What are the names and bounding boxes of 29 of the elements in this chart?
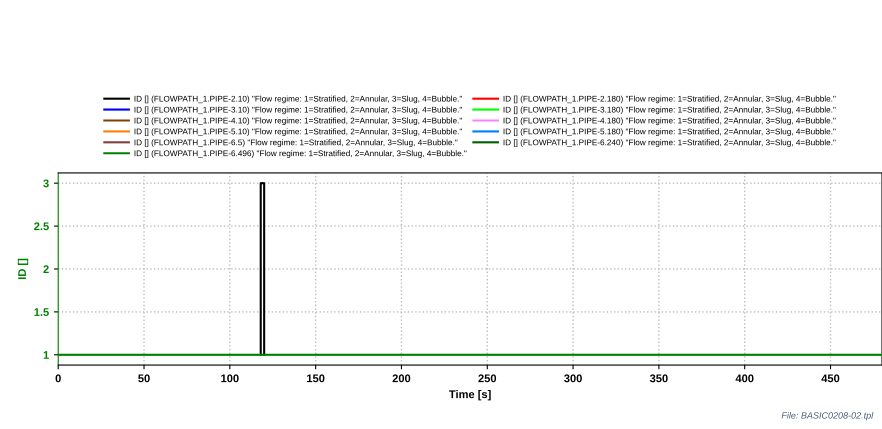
x-axis-title: Time [s] xyxy=(449,390,491,400)
x-tick-label: 300 xyxy=(564,374,582,382)
legend-label: ID [] (FLOWPATH_1.PIPE-6.240) "Flow regime: 1=Stratified, 2=Annular, 3=Slug, 4=Bubble." xyxy=(504,139,836,147)
text: File: BASIC0208-02.tpl xyxy=(782,412,874,420)
x-tick-label: 250 xyxy=(478,374,496,382)
legend-label: ID [] (FLOWPATH_1.PIPE-4.180) "Flow regime: 1=Stratified, 2=Annular, 3=Slug, 4=Bubble." xyxy=(504,117,836,126)
legend-label: ID [] (FLOWPATH_1.PIPE-5.180) "Flow regime: 1=Stratified, 2=Annular, 3=Slug, 4=Bubble." xyxy=(504,128,836,136)
x-tick-label: 100 xyxy=(221,374,239,382)
y-tick-label: 2.5 xyxy=(34,222,49,230)
legend-label: ID [] (FLOWPATH_1.PIPE-5.10) "Flow regime: 1=Stratified, 2=Annular, 3=Slug, 4=Bubble." xyxy=(134,128,462,136)
y-tick-label: 1 xyxy=(44,351,49,359)
y-tick-label: 2 xyxy=(43,265,49,274)
x-tick-label: 400 xyxy=(736,374,754,382)
y-axis-title: ID [] xyxy=(18,258,28,280)
y-tick-label: 1.5 xyxy=(34,308,49,316)
legend-label: ID [] (FLOWPATH_1.PIPE-2.10) "Flow regime: 1=Stratified, 2=Annular, 3=Slug, 4=Bubble." xyxy=(134,96,462,104)
x-tick-label: 50 xyxy=(138,374,150,382)
legend-label: ID [] (FLOWPATH_1.PIPE-3.180) "Flow regime: 1=Stratified, 2=Annular, 3=Slug, 4=Bubble." xyxy=(504,106,836,114)
legend-label: ID [] (FLOWPATH_1.PIPE-3.10) "Flow regime: 1=Stratified, 2=Annular, 3=Slug, 4=Bubble." xyxy=(134,106,462,114)
x-tick-label: 150 xyxy=(307,374,324,382)
y-tick-label: 3 xyxy=(43,179,49,188)
legend-label: ID [] (FLOWPATH_1.PIPE-4.10) "Flow regime: 1=Stratified, 2=Annular, 3=Slug, 4=Bubble." xyxy=(134,117,462,126)
x-tick-label: 0 xyxy=(56,374,61,382)
x-tick-label: 350 xyxy=(650,374,668,382)
x-tick-label: 450 xyxy=(821,374,840,382)
legend-label: ID [] (FLOWPATH_1.PIPE-6.496) "Flow regime: 1=Stratified, 2=Annular, 3=Slug, 4=Bubble." xyxy=(134,150,466,158)
legend-label: ID [] (FLOWPATH_1.PIPE-2.180) "Flow regime: 1=Stratified, 2=Annular, 3=Slug, 4=Bubble." xyxy=(504,96,836,104)
legend-label: ID [] (FLOWPATH_1.PIPE-6.5) "Flow regime: 1=Stratified, 2=Annular, 3=Slug, 4=Bubble." xyxy=(134,139,458,147)
x-tick-label: 200 xyxy=(392,374,410,382)
